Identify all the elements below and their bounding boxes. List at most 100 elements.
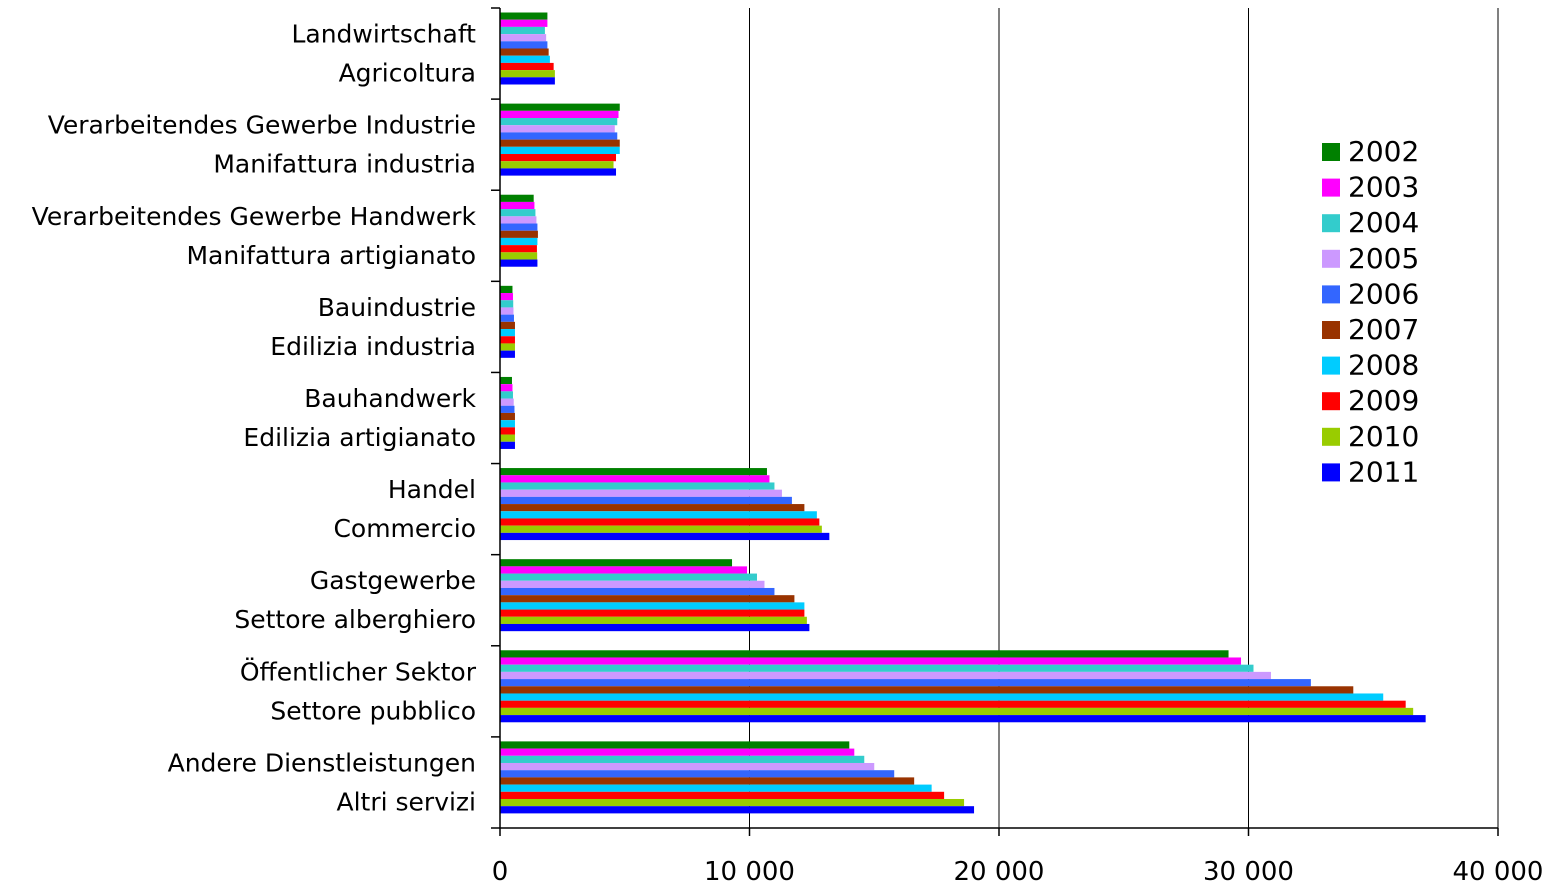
legend-label-2004: 2004	[1348, 206, 1419, 239]
category-label-it: Commercio	[333, 514, 476, 543]
bar-2008-cat-7	[500, 693, 1384, 701]
bar-2008-cat-1	[500, 146, 620, 155]
bar-2011-cat-5	[500, 532, 830, 541]
bar-2007-cat-1	[500, 139, 620, 147]
bar-2010-cat-4	[500, 434, 515, 442]
bar-2002-cat-7	[500, 650, 1229, 658]
bar-2006-cat-6	[500, 587, 775, 596]
bar-2009-cat-6	[500, 609, 805, 617]
bar-2007-cat-8	[500, 777, 915, 785]
category-labels: Landwirtschaft Agricoltura Verarbeitendes …	[32, 20, 477, 817]
bar-2002-cat-3	[500, 285, 513, 294]
legend-swatch-2004	[1322, 214, 1340, 233]
bar-2002-cat-5	[500, 468, 767, 476]
bar-2005-cat-8	[500, 762, 875, 771]
bar-2010-cat-6	[500, 616, 807, 624]
category-label-de: Bauindustrie	[318, 293, 476, 322]
bar-2008-cat-5	[500, 511, 817, 519]
bar-2010-cat-2	[500, 252, 538, 260]
bar-2005-cat-3	[500, 307, 514, 315]
bar-2009-cat-0	[500, 62, 554, 71]
bar-2002-cat-6	[500, 559, 733, 567]
legend-label-2006: 2006	[1348, 277, 1419, 310]
bar-2005-cat-5	[500, 489, 782, 497]
bar-2006-cat-7	[500, 679, 1311, 687]
bar-2007-cat-5	[500, 504, 805, 512]
bar-2003-cat-5	[500, 475, 770, 483]
bar-2008-cat-3	[500, 329, 515, 337]
bar-2011-cat-1	[500, 168, 617, 176]
bar-2003-cat-7	[500, 657, 1242, 665]
bar-2008-cat-6	[500, 602, 805, 610]
bar-2007-cat-4	[500, 412, 515, 421]
bar-2011-cat-7	[500, 715, 1426, 723]
bar-2004-cat-6	[500, 573, 757, 581]
bar-2011-cat-6	[500, 623, 810, 632]
category-label-it: Manifattura industria	[213, 150, 476, 179]
category-label-it: Settore alberghiero	[234, 605, 476, 634]
bar-2006-cat-4	[500, 405, 515, 413]
category-label-de: Handel	[388, 475, 476, 504]
legend-swatch-2006	[1322, 285, 1340, 304]
bar-2008-cat-0	[500, 55, 550, 63]
bar-2007-cat-2	[500, 230, 538, 238]
bar-2003-cat-1	[500, 110, 619, 119]
bar-2010-cat-7	[500, 707, 1414, 716]
bar-2009-cat-4	[500, 427, 515, 435]
category-label-it: Altri servizi	[336, 787, 476, 816]
bar-2002-cat-4	[500, 376, 512, 385]
bar-2003-cat-8	[500, 748, 855, 756]
category-label-de: Andere Dienstleistungen	[168, 748, 476, 777]
legend-swatch-2010	[1322, 427, 1340, 446]
legend-label-2002: 2002	[1348, 135, 1419, 168]
axes	[491, 7, 1499, 836]
bar-2004-cat-1	[500, 118, 618, 126]
bar-2010-cat-5	[500, 525, 822, 533]
category-label-it: Edilizia artigianato	[243, 423, 476, 452]
bar-2009-cat-1	[500, 154, 617, 162]
bar-2004-cat-7	[500, 664, 1254, 672]
category-label-de: Öffentlicher Sektor	[240, 657, 477, 686]
bar-2002-cat-8	[500, 741, 850, 749]
bar-2010-cat-0	[500, 70, 555, 78]
legend-swatch-2008	[1322, 356, 1340, 375]
legend-swatch-2005	[1322, 249, 1340, 268]
bar-2003-cat-3	[500, 293, 513, 301]
bar-2009-cat-5	[500, 518, 820, 526]
bar-2004-cat-4	[500, 391, 513, 399]
bar-2006-cat-8	[500, 770, 895, 778]
bar-2011-cat-2	[500, 259, 538, 267]
legend-swatch-2002	[1322, 143, 1340, 161]
bar-2004-cat-8	[500, 755, 865, 763]
legend-swatch-2011	[1322, 463, 1340, 482]
bar-2009-cat-3	[500, 336, 515, 344]
category-label-de: Verarbeitendes Gewerbe Handwerk	[32, 202, 477, 231]
x-tick-label: 0	[492, 857, 509, 887]
bars	[500, 12, 1426, 814]
x-tick-label: 40 000	[1453, 857, 1544, 887]
legend-label-2007: 2007	[1348, 313, 1419, 346]
bar-2003-cat-6	[500, 566, 748, 574]
category-label-de: Bauhandwerk	[304, 384, 476, 413]
bar-2004-cat-3	[500, 300, 514, 308]
bar-2003-cat-0	[500, 19, 548, 27]
category-label-de: Landwirtschaft	[291, 20, 476, 49]
bar-2008-cat-8	[500, 784, 932, 792]
bar-2006-cat-0	[500, 41, 548, 49]
bar-2011-cat-3	[500, 350, 515, 358]
bar-2004-cat-5	[500, 482, 775, 490]
bar-2005-cat-6	[500, 580, 765, 588]
bar-2003-cat-4	[500, 384, 513, 392]
category-label-it: Settore pubblico	[270, 696, 476, 725]
bar-2009-cat-8	[500, 791, 945, 799]
legend-label-2010: 2010	[1348, 420, 1419, 453]
category-label-it: Agricoltura	[339, 59, 476, 88]
legend-label-2009: 2009	[1348, 384, 1419, 417]
bar-2004-cat-2	[500, 209, 536, 217]
legend-label-2011: 2011	[1348, 455, 1419, 488]
x-tick-label: 10 000	[704, 857, 795, 887]
bar-2006-cat-2	[500, 223, 538, 231]
legend-swatch-2007	[1322, 321, 1340, 339]
bar-2010-cat-8	[500, 798, 965, 807]
